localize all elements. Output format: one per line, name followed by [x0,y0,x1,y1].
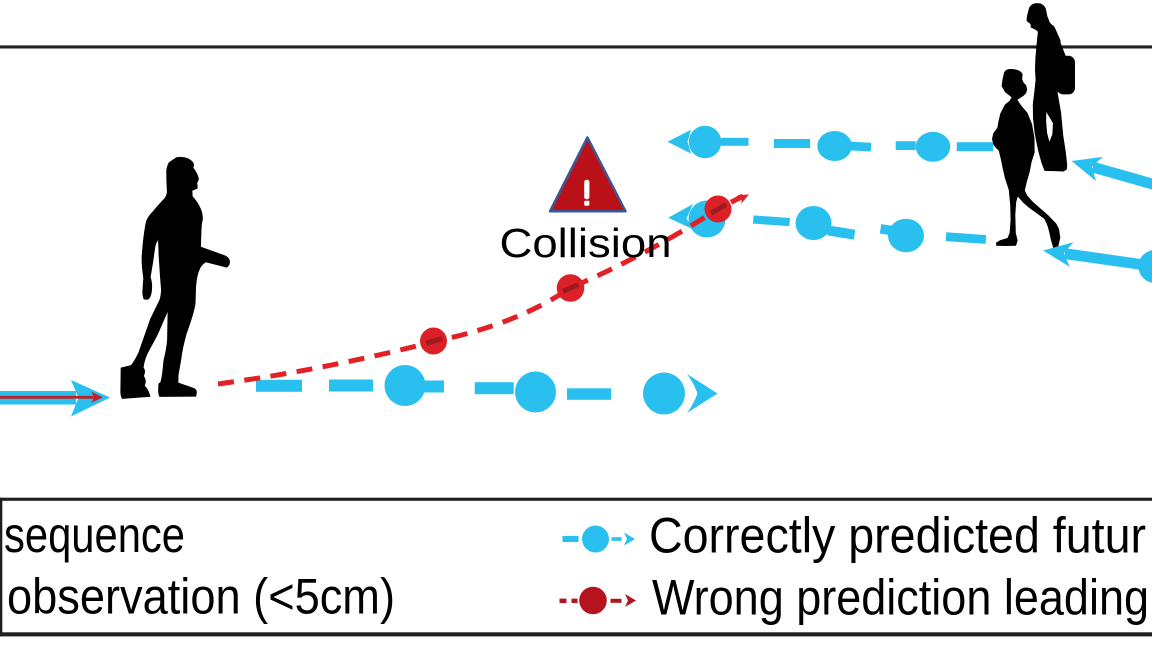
svg-text:Wrong prediction leading: Wrong prediction leading [652,570,1149,626]
svg-text:observation (<5cm): observation (<5cm) [7,569,395,625]
svg-text:Correctly predicted futur: Correctly predicted futur [649,508,1146,564]
svg-text:Collision: Collision [500,220,672,266]
svg-text:sequence: sequence [4,507,185,563]
